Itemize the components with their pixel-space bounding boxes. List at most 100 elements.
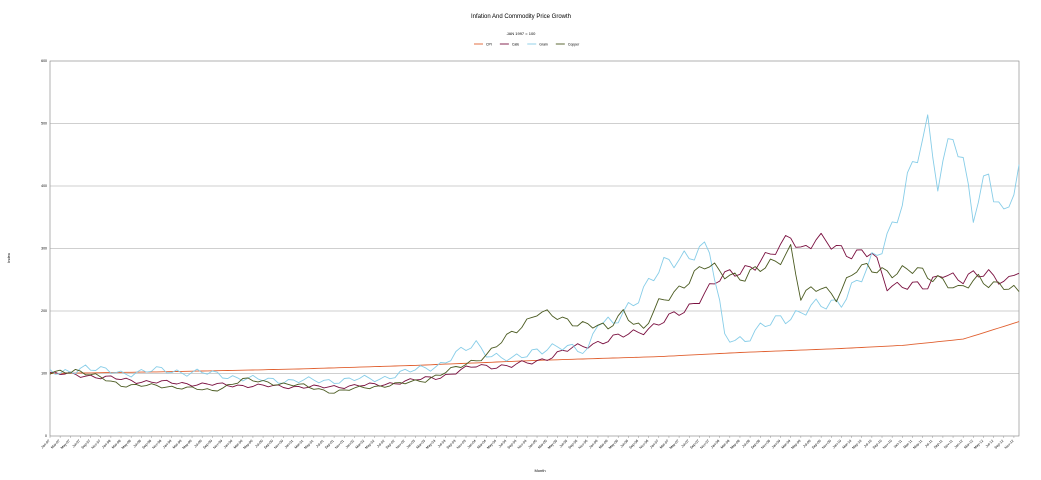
x-tick-label: Mar-05 (537, 439, 548, 450)
x-tick-label: Nov-02 (395, 439, 406, 450)
x-tick-label: Jan-09 (771, 439, 781, 449)
x-tick-label: Mar-04 (476, 439, 487, 450)
x-tick-label: Mar-00 (233, 439, 244, 450)
x-tick-label: Jul-05 (559, 439, 569, 449)
x-tick-label: Jul-12 (985, 439, 995, 449)
y-tick-label: 0 (45, 434, 47, 438)
y-tick-label: 500 (41, 122, 47, 126)
x-tick-label: May-98 (121, 439, 132, 450)
y-tick-label: 400 (41, 184, 47, 188)
x-tick-label: Nov-07 (699, 439, 710, 450)
x-tick-label: Sep-09 (811, 439, 822, 450)
series-line-cpi (49, 321, 1020, 374)
x-tick-label: Nov-10 (882, 439, 893, 450)
x-tick-label: Jan-11 (893, 439, 903, 449)
x-tick-label: Nov-06 (639, 439, 650, 450)
x-tick-label: Nov-12 (1004, 439, 1015, 450)
legend: CPI Cafe Grain Copper (474, 42, 580, 46)
x-tick-label: Jul-06 (619, 439, 629, 449)
x-tick-label: May-00 (243, 439, 254, 450)
x-tick-label: Nov-08 (760, 439, 771, 450)
series-line-copper (49, 244, 1020, 394)
series-line-grain (49, 114, 1020, 384)
x-tick-label: Mar-97 (50, 439, 61, 450)
x-tick-label: Jul-98 (132, 439, 142, 449)
x-tick-label: Mar-07 (659, 439, 670, 450)
x-tick-label: May-06 (608, 439, 619, 450)
x-tick-label: Nov-03 (456, 439, 467, 450)
x-tick-label: Mar-01 (294, 439, 305, 450)
x-tick-label: Sep-08 (750, 439, 761, 450)
x-tick-label: Nov-00 (273, 439, 284, 450)
x-tick-label: Jan-98 (101, 439, 111, 449)
x-tick-label: Mar-02 (355, 439, 366, 450)
x-tick-label: May-03 (425, 439, 436, 450)
x-tick-label: Jul-97 (72, 439, 82, 449)
x-tick-label: Jul-02 (376, 439, 386, 449)
x-tick-label: Jan-12 (954, 439, 964, 449)
x-tick-label: Sep-97 (80, 439, 91, 450)
x-tick-label: Jul-07 (680, 439, 690, 449)
x-tick-label: Mar-03 (415, 439, 426, 450)
x-tick-label: Nov-01 (334, 439, 345, 450)
x-tick-label: Sep-11 (933, 439, 944, 450)
legend-label: Cafe (512, 42, 519, 46)
x-tick-label: Sep-10 (872, 439, 883, 450)
x-tick-label: Jul-09 (802, 439, 812, 449)
x-tick-label: May-97 (60, 439, 71, 450)
chart-title: Infation And Commodity Price Growth (471, 14, 571, 20)
x-tick-label: Nov-97 (91, 439, 102, 450)
x-tick-label: Sep-07 (689, 439, 700, 450)
x-tick-label: Jan-00 (223, 439, 233, 449)
x-tick-label: Mar-99 (172, 439, 183, 450)
x-tick-label: Jan-97 (40, 439, 50, 449)
x-tick-label: May-12 (973, 439, 984, 450)
x-tick-label: May-07 (669, 439, 680, 450)
x-tick-label: May-08 (730, 439, 741, 450)
x-tick-label: Mar-98 (111, 439, 122, 450)
x-tick-label: Sep-05 (568, 439, 579, 450)
x-tick-label: Mar-09 (781, 439, 792, 450)
x-tick-label: Jul-11 (924, 439, 933, 448)
x-tick-label: Jul-00 (254, 439, 264, 449)
y-tick-label: 600 (41, 59, 47, 63)
x-tick-label: Sep-01 (324, 439, 335, 450)
chart-subtitle: JAN 1997 = 100 (507, 31, 537, 36)
x-tick-label: Jul-01 (315, 439, 325, 449)
x-tick-label: Sep-99 (202, 439, 213, 450)
x-tick-label: Mar-10 (842, 439, 853, 450)
x-tick-label: May-11 (912, 439, 923, 450)
x-tick-label: Nov-11 (943, 439, 954, 450)
legend-label: Grain (539, 42, 548, 46)
series-line-cafe (49, 232, 1020, 390)
y-tick-label: 100 (41, 372, 47, 376)
x-tick-label: Jul-10 (863, 439, 873, 449)
x-tick-label: Mar-11 (903, 439, 914, 450)
x-tick-label: Mar-12 (963, 439, 974, 450)
x-tick-label: Sep-00 (263, 439, 274, 450)
x-tick-label: Jan-06 (588, 439, 598, 449)
x-tick-label: Jan-02 (345, 439, 355, 449)
x-tick-label: Nov-09 (821, 439, 832, 450)
y-tick-label: 200 (41, 309, 47, 313)
x-tick-label: Jan-03 (406, 439, 416, 449)
x-tick-label: May-05 (547, 439, 558, 450)
x-tick-label: Sep-98 (141, 439, 152, 450)
x-tick-label: Sep-04 (507, 439, 518, 450)
x-tick-label: May-02 (364, 439, 375, 450)
x-tick-label: Sep-03 (446, 439, 457, 450)
x-tick-label: Jan-10 (832, 439, 842, 449)
x-tick-label: Jul-08 (741, 439, 751, 449)
x-tick-label: Jan-01 (284, 439, 294, 449)
x-tick-label: Mar-06 (598, 439, 609, 450)
x-tick-label: Jan-04 (466, 439, 476, 449)
x-tick-label: Nov-98 (152, 439, 163, 450)
legend-label: Copper (568, 42, 580, 46)
legend-label: CPI (486, 42, 492, 46)
x-tick-label: May-09 (790, 439, 801, 450)
x-tick-label: Sep-12 (994, 439, 1005, 450)
y-tick-label: 300 (41, 247, 47, 251)
x-tick-label: Jul-99 (193, 439, 203, 449)
